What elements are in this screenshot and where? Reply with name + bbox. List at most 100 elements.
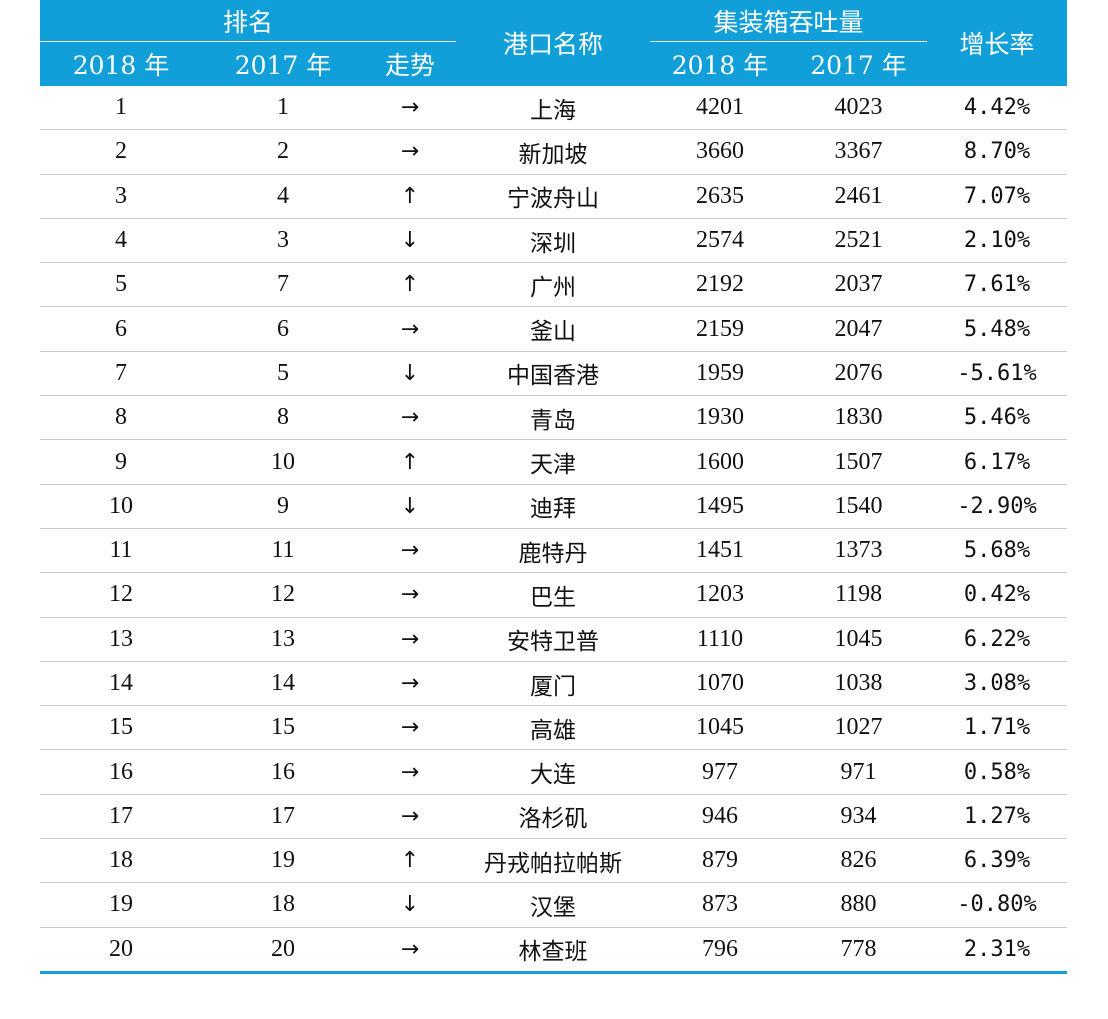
throughput-2017-cell: 2461 [790,174,928,219]
port-name-cell: 大连 [456,749,650,795]
growth-rate-cell: 6.22% [927,617,1068,662]
table-row: 11 11 → 鹿特丹 1451 1373 5.68% [40,528,1068,574]
port-name-cell: 中国香港 [456,351,650,397]
trend-arrow-icon: ↓ [364,484,456,529]
rank-2018-cell: 19 [40,882,202,928]
rank-2017-cell: 1 [202,86,364,131]
throughput-2017-cell: 2037 [790,262,928,308]
trend-arrow-icon: → [364,395,456,441]
throughput-2017-cell: 880 [790,882,928,928]
table-body: 1 1 → 上海 4201 4023 4.42% 2 2 → 新加坡 3660 3367 8.70% 3 4 ↑… [40,86,1068,974]
throughput-2017-cell: 934 [790,794,928,840]
trend-arrow-icon: ↑ [364,262,456,308]
throughput-2018-cell: 2192 [650,262,790,308]
throughput-2017-cell: 971 [790,749,928,795]
trend-arrow-icon: → [364,528,456,574]
throughput-2017-cell: 1198 [790,572,928,618]
throughput-2017-cell: 1045 [790,617,928,662]
table-row: 5 7 ↑ 广州 2192 2037 7.61% [40,262,1068,308]
rank-2017-cell: 7 [202,262,364,308]
throughput-2018-cell: 873 [650,882,790,928]
rank-2017-cell: 2 [202,129,364,175]
growth-rate-cell: 4.42% [927,86,1068,131]
throughput-2018-cell: 2635 [650,174,790,219]
throughput-2018-cell: 1451 [650,528,790,574]
throughput-2018-cell: 1045 [650,705,790,751]
table-row: 14 14 → 厦门 1070 1038 3.08% [40,661,1068,707]
rank-2018-cell: 4 [40,218,202,264]
trend-arrow-icon: ↓ [364,351,456,397]
rank-2017-cell: 15 [202,705,364,751]
throughput-2018-cell: 1070 [650,661,790,707]
growth-rate-cell: 2.31% [927,927,1068,974]
rank-2017-cell: 18 [202,882,364,928]
rank-2017-cell: 9 [202,484,364,529]
rank-2017-header: 2017 年 [202,42,364,86]
trend-header: 走势 [364,42,456,86]
throughput-2018-cell: 1959 [650,351,790,397]
port-name-cell: 巴生 [456,572,650,618]
trend-arrow-icon: → [364,794,456,840]
growth-rate-cell: 1.71% [927,705,1068,751]
trend-arrow-icon: → [364,705,456,751]
throughput-2018-cell: 796 [650,927,790,974]
rank-2018-cell: 11 [40,528,202,574]
growth-rate-cell: -5.61% [927,351,1068,397]
rank-2018-cell: 6 [40,306,202,352]
table-row: 1 1 → 上海 4201 4023 4.42% [40,86,1068,131]
table-row: 16 16 → 大连 977 971 0.58% [40,749,1068,795]
growth-rate-cell: 0.42% [927,572,1068,618]
port-name-cell: 青岛 [456,395,650,441]
throughput-2017-cell: 3367 [790,129,928,175]
throughput-2018-cell: 3660 [650,129,790,175]
rank-2017-cell: 4 [202,174,364,219]
rank-2017-cell: 6 [202,306,364,352]
throughput-2017-header: 2017 年 [790,42,928,86]
rank-2017-cell: 11 [202,528,364,574]
rank-2017-cell: 16 [202,749,364,795]
port-name-header: 港口名称 [456,0,650,86]
rank-2018-header: 2018 年 [40,42,202,86]
throughput-2018-cell: 2574 [650,218,790,264]
throughput-2017-cell: 4023 [790,86,928,131]
port-ranking-table: 排名 港口名称 集装箱吞吐量 增长率 2018 年 2017 年 走势 2018… [40,0,1068,974]
table-row: 7 5 ↓ 中国香港 1959 2076 -5.61% [40,351,1068,397]
table-row: 18 19 ↑ 丹戎帕拉帕斯 879 826 6.39% [40,838,1068,884]
throughput-2017-cell: 2047 [790,306,928,352]
throughput-2017-cell: 1540 [790,484,928,529]
trend-arrow-icon: → [364,86,456,131]
table-row: 10 9 ↓ 迪拜 1495 1540 -2.90% [40,484,1068,529]
rank-2018-cell: 18 [40,838,202,884]
port-name-cell: 林查班 [456,927,650,974]
throughput-2018-cell: 946 [650,794,790,840]
table-row: 20 20 → 林查班 796 778 2.31% [40,927,1068,974]
growth-rate-cell: 1.27% [927,794,1068,840]
growth-rate-cell: 0.58% [927,749,1068,795]
rank-2018-cell: 15 [40,705,202,751]
table-row: 12 12 → 巴生 1203 1198 0.42% [40,572,1068,618]
port-name-cell: 洛杉矶 [456,794,650,840]
growth-rate-cell: 5.46% [927,395,1068,441]
trend-arrow-icon: → [364,749,456,795]
throughput-2018-cell: 4201 [650,86,790,131]
rank-2018-cell: 2 [40,129,202,175]
growth-rate-cell: 7.61% [927,262,1068,308]
table-row: 2 2 → 新加坡 3660 3367 8.70% [40,129,1068,175]
trend-arrow-icon: → [364,306,456,352]
growth-rate-cell: -0.80% [927,882,1068,928]
table-row: 6 6 → 釜山 2159 2047 5.48% [40,306,1068,352]
rank-2017-cell: 3 [202,218,364,264]
port-name-cell: 釜山 [456,306,650,352]
trend-arrow-icon: ↓ [364,882,456,928]
rank-2017-cell: 12 [202,572,364,618]
growth-header: 增长率 [927,0,1068,86]
table-row: 8 8 → 青岛 1930 1830 5.46% [40,395,1068,441]
port-name-cell: 天津 [456,439,650,485]
port-ranking-table-container: 排名 港口名称 集装箱吞吐量 增长率 2018 年 2017 年 走势 2018… [40,0,1068,974]
growth-rate-cell: 7.07% [927,174,1068,219]
throughput-2018-cell: 977 [650,749,790,795]
trend-arrow-icon: → [364,617,456,662]
growth-rate-cell: 6.39% [927,838,1068,884]
port-name-cell: 迪拜 [456,484,650,529]
rank-2018-cell: 8 [40,395,202,441]
